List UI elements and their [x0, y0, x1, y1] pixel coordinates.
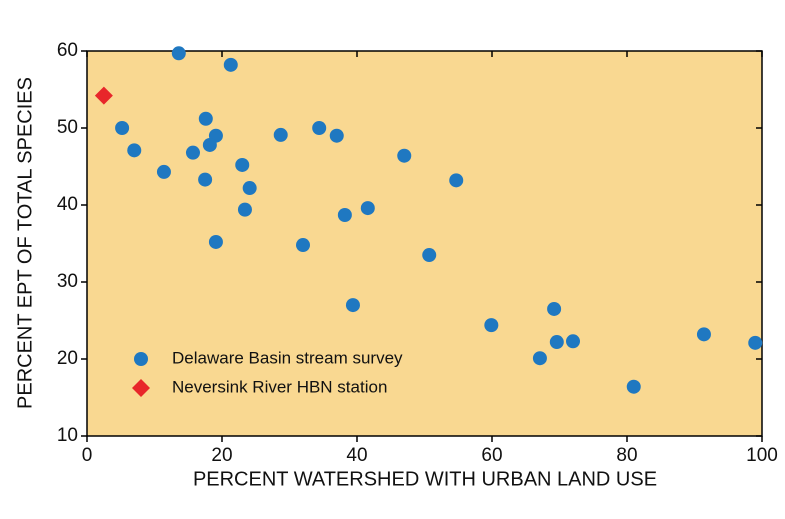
y-axis-label: PERCENT EPT OF TOTAL SPECIES — [14, 77, 36, 409]
x-tick-label: 60 — [481, 445, 502, 466]
x-tick-label: 100 — [746, 445, 778, 466]
point — [171, 46, 186, 61]
point — [273, 127, 288, 142]
x-tick-label: 40 — [346, 445, 367, 466]
point — [208, 234, 223, 249]
point — [532, 351, 547, 366]
y-tick-label: 10 — [57, 425, 78, 446]
point — [296, 238, 310, 253]
y-tick-label: 20 — [57, 348, 78, 369]
y-tick-label: 50 — [57, 117, 78, 138]
point — [202, 137, 217, 152]
point — [345, 298, 360, 313]
point — [360, 201, 375, 216]
y-tick-label: 40 — [57, 194, 78, 215]
x-tick-label: 0 — [82, 445, 93, 466]
point — [312, 121, 327, 135]
point — [198, 111, 213, 126]
plot-area — [87, 51, 762, 436]
x-tick-label: 80 — [616, 445, 637, 466]
legend-marker — [132, 379, 150, 397]
point — [156, 164, 171, 179]
point — [242, 181, 257, 196]
point — [484, 318, 499, 333]
point — [115, 121, 130, 135]
point — [198, 172, 213, 187]
plot-border — [86, 50, 763, 437]
y-tick-label: 30 — [57, 271, 78, 292]
point — [235, 157, 250, 172]
point — [549, 335, 564, 350]
point — [748, 335, 763, 350]
point — [337, 208, 352, 223]
point — [223, 57, 238, 72]
point — [329, 128, 344, 143]
point — [626, 379, 641, 394]
point — [547, 301, 562, 316]
point — [127, 143, 142, 158]
point — [185, 145, 200, 160]
x-axis-label: PERCENT WATERSHED WITH URBAN LAND USE — [193, 468, 657, 490]
y-tick-label: 60 — [57, 40, 78, 61]
point — [422, 248, 437, 263]
point — [397, 148, 412, 163]
point — [696, 327, 711, 342]
point — [566, 334, 580, 349]
legend-label: Neversink River HBN station — [172, 377, 387, 396]
point — [94, 86, 113, 105]
legend-marker — [134, 352, 148, 366]
legend-label: Delaware Basin stream survey — [172, 348, 403, 367]
x-tick-label: 20 — [211, 445, 232, 466]
point — [237, 202, 252, 217]
point — [449, 173, 464, 188]
